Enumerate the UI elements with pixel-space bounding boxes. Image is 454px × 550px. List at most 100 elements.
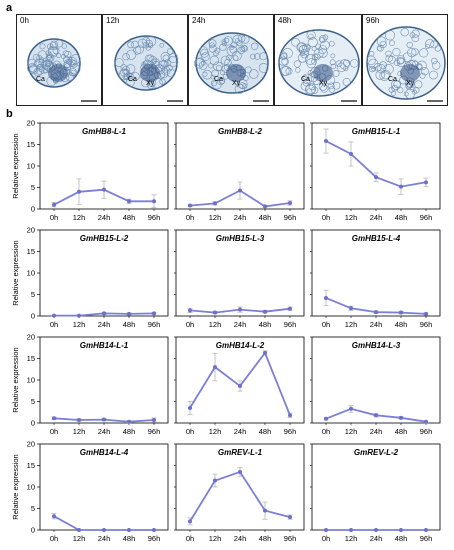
data-point [324, 139, 328, 144]
chart-title: GmHB15-L-1 [352, 127, 401, 136]
region-label: Ca [128, 76, 137, 83]
y-tick-label: 5 [31, 183, 35, 192]
data-point [399, 310, 403, 315]
data-point [152, 199, 156, 204]
micrograph-12h: Ca Xy 12h [102, 14, 188, 106]
x-tick-label: 24h [370, 534, 383, 543]
data-point [324, 416, 328, 421]
data-point [127, 199, 131, 204]
y-tick-label: 10 [27, 269, 35, 278]
timepoint-label: 24h [192, 16, 206, 25]
region-label: Xy [319, 80, 328, 87]
x-tick-label: 24h [370, 213, 383, 222]
data-point [374, 413, 378, 418]
y-axis-label: Relative expression [11, 133, 20, 198]
data-point [288, 306, 292, 311]
x-tick-label: 48h [123, 320, 136, 329]
y-tick-label: 15 [27, 354, 35, 363]
data-point [127, 311, 131, 316]
x-tick-label: 12h [73, 213, 86, 222]
chart-GmHB15-L-3: GmHB15-L-3 0h 12h 24h 48h 96h [174, 229, 305, 329]
data-point [263, 204, 267, 209]
x-tick-label: 48h [395, 213, 408, 222]
data-point [374, 528, 378, 532]
data-point [288, 515, 292, 520]
x-tick-label: 0h [50, 213, 58, 222]
data-point [424, 311, 428, 316]
timepoint-label: 96h [366, 16, 380, 25]
region-label: Xy [232, 80, 241, 87]
plot-frame [175, 336, 305, 424]
x-tick-label: 12h [73, 427, 86, 436]
data-point [349, 151, 353, 156]
data-point [349, 306, 353, 311]
x-tick-label: 24h [234, 534, 247, 543]
x-tick-label: 48h [395, 320, 408, 329]
y-tick-label: 20 [27, 440, 35, 449]
timepoint-label: 0h [20, 16, 29, 25]
x-tick-label: 48h [123, 427, 136, 436]
plot-frame [39, 336, 169, 424]
vascular-core [226, 64, 246, 82]
x-tick-label: 48h [123, 213, 136, 222]
chart-title: GmHB14-L-3 [352, 341, 401, 350]
chart-GmHB8-L-2: GmHB8-L-2 0h 12h 24h 48h 96h [174, 122, 305, 222]
data-point [374, 310, 378, 315]
x-tick-label: 48h [123, 534, 136, 543]
x-tick-label: 12h [209, 427, 222, 436]
data-point [52, 416, 56, 421]
chart-title: GmHB15-L-4 [352, 234, 401, 243]
x-tick-label: 96h [284, 320, 297, 329]
y-tick-label: 10 [27, 162, 35, 171]
y-axis-label: Relative expression [11, 347, 20, 412]
x-tick-label: 12h [345, 427, 358, 436]
chart-GmHB15-L-2: GmHB15-L-2 0 5 10 15 20 Relative expression 0h 1… [11, 226, 169, 329]
data-point [77, 189, 81, 194]
x-tick-label: 12h [345, 534, 358, 543]
chart-GmHB14-L-2: GmHB14-L-2 0h 12h 24h 48h 96h [174, 336, 305, 436]
data-point [238, 307, 242, 312]
x-tick-label: 96h [420, 320, 433, 329]
vascular-core [48, 64, 68, 82]
chart-GmHB15-L-4: GmHB15-L-4 0h 12h 24h 48h 96h [310, 229, 441, 329]
x-tick-label: 24h [98, 213, 111, 222]
data-point [188, 405, 192, 410]
data-point [152, 528, 156, 532]
data-point [213, 310, 217, 315]
x-tick-label: 12h [345, 320, 358, 329]
region-label: Ca [36, 76, 45, 83]
data-point [288, 413, 292, 418]
y-tick-label: 0 [31, 526, 35, 535]
chart-title: GmREV-L-2 [354, 448, 399, 457]
x-tick-label: 96h [148, 213, 161, 222]
region-label: Ca [214, 76, 223, 83]
chart-title: GmHB14-L-4 [80, 448, 129, 457]
timepoint-label: 12h [106, 16, 120, 25]
data-point [127, 528, 131, 532]
data-point [238, 469, 242, 474]
x-tick-label: 48h [395, 427, 408, 436]
x-tick-label: 0h [322, 213, 330, 222]
x-tick-label: 12h [73, 320, 86, 329]
data-point [288, 200, 292, 205]
plot-frame [39, 443, 169, 531]
x-tick-label: 48h [259, 213, 272, 222]
data-point [263, 350, 267, 355]
chart-title: GmHB8-L-2 [218, 127, 263, 136]
chart-title: GmREV-L-1 [218, 448, 263, 457]
y-tick-label: 20 [27, 226, 35, 235]
x-tick-label: 12h [345, 213, 358, 222]
y-tick-label: 15 [27, 247, 35, 256]
x-tick-label: 12h [73, 534, 86, 543]
y-tick-label: 0 [31, 419, 35, 428]
data-point [77, 417, 81, 422]
panel-b-label: b [6, 108, 13, 120]
y-axis-label: Relative expression [11, 454, 20, 519]
vascular-core [140, 64, 160, 82]
x-tick-label: 48h [259, 427, 272, 436]
data-point [102, 311, 106, 316]
region-label: Xy [406, 80, 415, 87]
y-tick-label: 20 [27, 119, 35, 128]
plot-frame [311, 122, 441, 210]
data-point [152, 417, 156, 422]
